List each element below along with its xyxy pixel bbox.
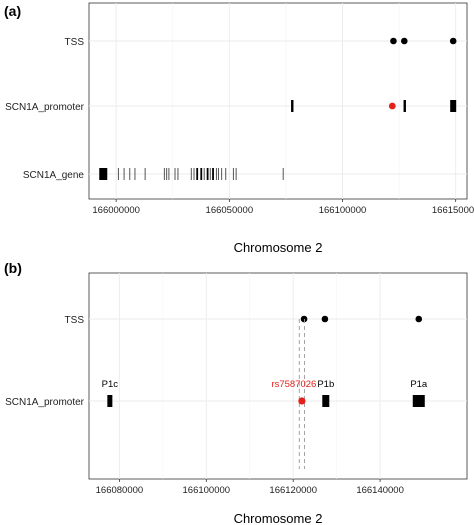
gene-exon-mark bbox=[163, 168, 165, 180]
gene-exon-mark bbox=[117, 168, 119, 180]
x-tick-label: 166150000 bbox=[432, 205, 474, 216]
panel-a-plot-area bbox=[88, 2, 468, 200]
panel-b-x-axis-title: Chromosome 2 bbox=[234, 511, 323, 525]
tss-point bbox=[415, 315, 423, 323]
x-tick-label: 166100000 bbox=[183, 485, 231, 496]
panel-a-row-label-tss: TSS bbox=[65, 37, 85, 48]
x-tick-label: 166140000 bbox=[356, 485, 404, 496]
gene-exon-mark bbox=[217, 168, 219, 180]
panel-b: (b) P1c P1b P1a rs7587026 166080000 16610000… bbox=[4, 260, 468, 525]
promoter-p1c-label: P1c bbox=[102, 379, 119, 390]
snp-point bbox=[298, 397, 306, 405]
gene-exon-mark bbox=[134, 168, 136, 180]
promoter-p1a-label: P1a bbox=[410, 379, 428, 390]
panel-b-label: (b) bbox=[4, 260, 22, 276]
panel-a-x-ticks: 166000000 166050000 166100000 166150000 bbox=[92, 199, 474, 216]
panel-b-grid bbox=[89, 273, 467, 479]
promoter-mark bbox=[403, 100, 406, 112]
snp-label: rs7587026 bbox=[271, 379, 316, 390]
gene-exon-mark bbox=[196, 168, 199, 180]
panel-a-row-label-promoter: SCN1A_promoter bbox=[5, 102, 85, 113]
panel-b-row-label-tss: TSS bbox=[65, 315, 85, 326]
panel-a-label: (a) bbox=[4, 3, 21, 19]
gene-exon-mark bbox=[193, 168, 195, 180]
gene-exon-mark bbox=[232, 168, 234, 180]
gene-exon-mark bbox=[209, 168, 211, 180]
gene-exon-mark bbox=[215, 168, 217, 180]
panel-b-row-label-promoter: SCN1A_promoter bbox=[5, 397, 85, 408]
gene-exon-mark bbox=[177, 168, 179, 180]
x-tick-label: 166080000 bbox=[96, 485, 144, 496]
x-tick-label: 166100000 bbox=[319, 205, 367, 216]
gene-exon-mark bbox=[212, 168, 214, 180]
gene-exon-mark bbox=[123, 168, 125, 180]
tss-point bbox=[449, 37, 457, 45]
gene-exon-mark bbox=[129, 168, 131, 180]
x-tick-label: 166000000 bbox=[92, 205, 140, 216]
promoter-p1b-mark bbox=[322, 395, 330, 407]
promoter-p1a-mark bbox=[412, 395, 425, 407]
promoter-mark bbox=[291, 100, 294, 112]
panel-a-marks bbox=[99, 37, 457, 180]
gene-exon-mark bbox=[200, 168, 203, 180]
tss-point bbox=[321, 315, 329, 323]
x-tick-label: 166120000 bbox=[269, 485, 317, 496]
tss-point bbox=[390, 37, 397, 45]
gene-exon-mark bbox=[190, 168, 192, 180]
x-tick-label: 166050000 bbox=[206, 205, 254, 216]
gene-exon-mark bbox=[235, 168, 237, 180]
panel-a-row-label-gene: SCN1A_gene bbox=[23, 170, 85, 181]
gene-exon-mark bbox=[174, 168, 176, 180]
gene-exon-mark bbox=[99, 168, 108, 180]
gene-exon-mark bbox=[168, 168, 170, 180]
gene-exon-mark bbox=[206, 168, 209, 180]
gene-exon-mark bbox=[144, 168, 146, 180]
panel-a-x-axis-title: Chromosome 2 bbox=[234, 240, 323, 255]
tss-point bbox=[401, 37, 408, 45]
gene-exon-mark bbox=[203, 168, 205, 180]
promoter-p1b-label: P1b bbox=[317, 379, 334, 390]
gene-exon-mark bbox=[282, 168, 284, 180]
panel-b-x-ticks: 166080000 166100000 166120000 166140000 bbox=[96, 479, 404, 496]
promoter-p1c-mark bbox=[107, 395, 113, 407]
snp-point bbox=[388, 102, 396, 110]
gene-exon-mark bbox=[225, 168, 227, 180]
panel-b-plot-area bbox=[88, 272, 468, 480]
promoter-mark bbox=[450, 100, 457, 112]
gene-exon-mark bbox=[221, 168, 223, 180]
gene-exon-mark bbox=[166, 168, 168, 180]
panel-a: (a) 166000000 166050000 166100000 166150000… bbox=[4, 2, 474, 255]
panel-b-marks: P1c P1b P1a rs7587026 bbox=[102, 315, 428, 469]
